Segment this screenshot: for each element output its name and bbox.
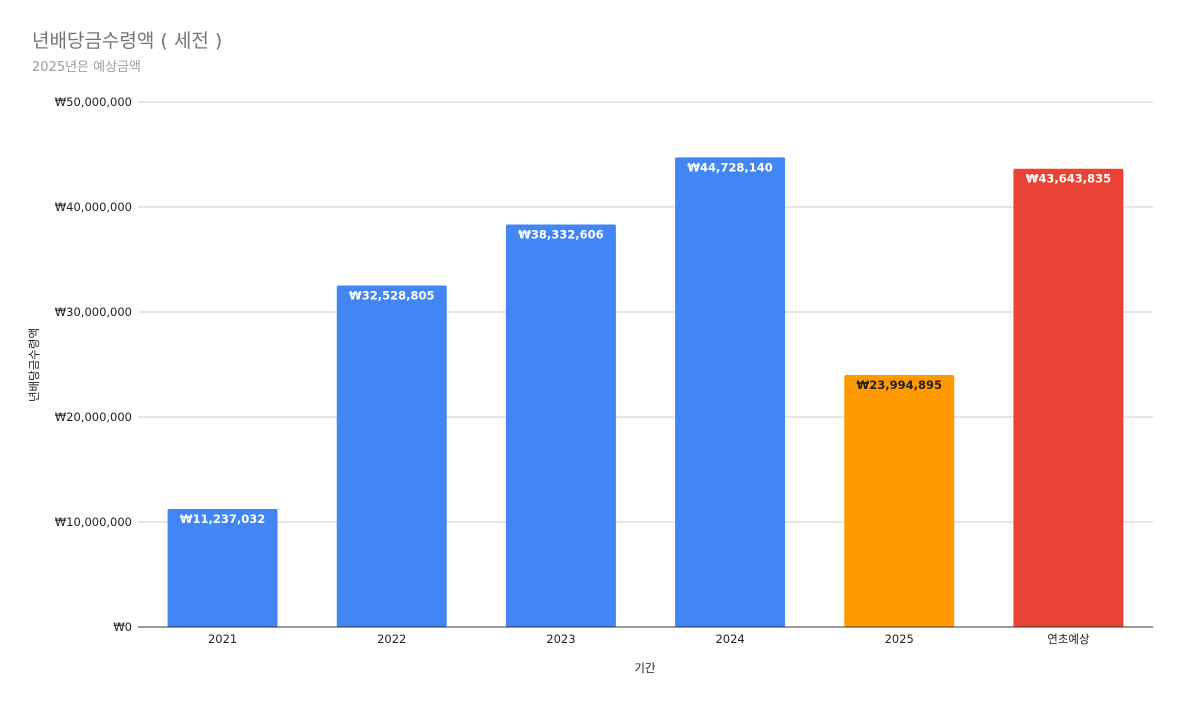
- y-tick-label: ₩0: [113, 620, 132, 634]
- x-tick-label: 2025: [885, 632, 914, 646]
- x-tick-label: 연초예상: [1047, 632, 1090, 646]
- x-tick-label: 2024: [715, 632, 744, 646]
- y-tick-label: ₩40,000,000: [55, 200, 132, 214]
- y-tick-label: ₩30,000,000: [55, 305, 132, 319]
- y-axis-label: 년배당금수령액: [27, 328, 41, 402]
- x-tick-label: 2023: [546, 632, 575, 646]
- bar-data-labels: ₩11,237,032 ₩32,528,805 ₩38,332,606 ₩44,728…: [180, 160, 1111, 526]
- bar: [675, 157, 786, 627]
- x-tick-label: 2022: [377, 632, 406, 646]
- bar: [336, 285, 447, 627]
- chart-subtitle: 2025년은 예상금액: [32, 60, 141, 75]
- bar: [167, 509, 278, 627]
- bar-value-label: ₩32,528,805: [349, 288, 434, 302]
- y-tick-label: ₩10,000,000: [55, 515, 132, 529]
- y-tick-label: ₩50,000,000: [55, 95, 132, 109]
- bar: [505, 224, 616, 627]
- bar: [1013, 168, 1124, 627]
- x-axis-label: 기간: [634, 661, 656, 675]
- bar-value-label: ₩43,643,835: [1026, 172, 1111, 186]
- bar-value-label: ₩38,332,606: [518, 228, 603, 242]
- bars: [167, 157, 1124, 627]
- bar-value-label: ₩44,728,140: [687, 160, 772, 174]
- bar-value-label: ₩11,237,032: [180, 512, 265, 526]
- gridlines: [138, 101, 1153, 523]
- bar: [844, 375, 955, 627]
- y-axis-ticks: ₩0 ₩10,000,000 ₩20,000,000 ₩30,000,000 ₩40,0…: [55, 95, 132, 634]
- bar-value-label: ₩23,994,895: [857, 378, 942, 392]
- x-tick-label: 2021: [208, 632, 237, 646]
- chart-title: 년배당금수령액 ( 세전 ): [32, 30, 222, 52]
- x-axis-ticks: 2021 2022 2023 2024 2025 연초예상: [208, 632, 1090, 646]
- y-tick-label: ₩20,000,000: [55, 410, 132, 424]
